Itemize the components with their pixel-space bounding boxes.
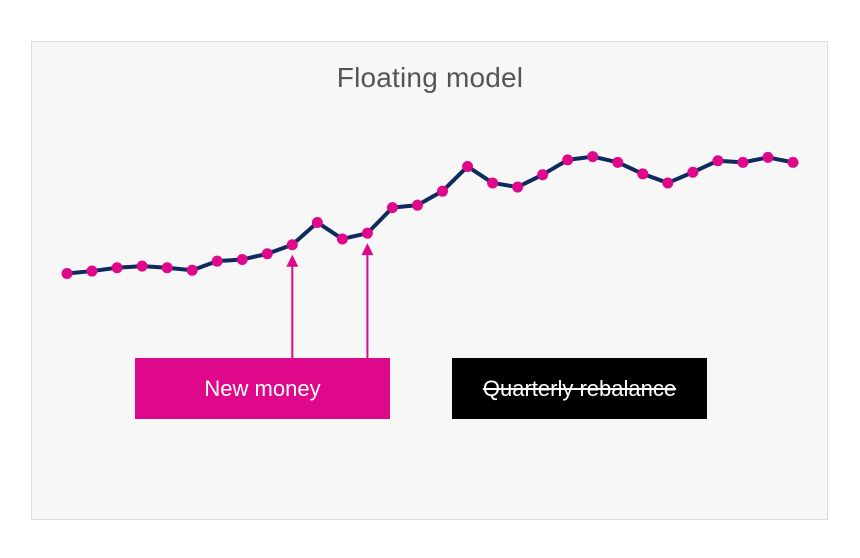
data-point <box>487 177 499 189</box>
data-point <box>186 264 198 276</box>
data-point <box>336 233 348 245</box>
chart-panel <box>31 41 828 520</box>
data-point <box>161 262 173 274</box>
annotation-arrow-head <box>286 254 299 267</box>
annotation-arrow-head <box>361 243 374 256</box>
new-money-label: New money <box>135 358 390 419</box>
data-point <box>61 268 73 280</box>
data-point <box>286 239 298 251</box>
data-point <box>462 160 474 172</box>
data-point <box>86 265 98 277</box>
data-point <box>386 202 398 214</box>
data-point <box>437 185 449 197</box>
data-point <box>587 151 599 163</box>
data-point <box>411 199 423 211</box>
new-money-label-text: New money <box>204 376 321 401</box>
data-point <box>762 151 774 163</box>
quarterly-rebalance-label: Quarterly rebalance <box>452 358 707 419</box>
annotation-arrows <box>286 243 374 358</box>
data-point <box>787 156 799 168</box>
series-line <box>66 154 794 276</box>
data-point <box>562 154 574 166</box>
data-point <box>236 254 248 266</box>
data-point <box>662 177 674 189</box>
data-point <box>687 166 699 178</box>
chart-title: Floating model <box>336 62 524 93</box>
data-point <box>261 248 273 260</box>
data-point <box>712 155 724 167</box>
data-point <box>512 181 524 193</box>
series-group <box>61 151 799 280</box>
data-point <box>111 262 123 274</box>
data-point <box>637 168 649 180</box>
data-point <box>612 156 624 168</box>
data-point <box>537 169 549 181</box>
data-point <box>361 227 373 239</box>
quarterly-rebalance-label-text: Quarterly rebalance <box>482 376 677 401</box>
data-point <box>737 156 749 168</box>
data-point <box>136 260 148 272</box>
data-point <box>211 255 223 267</box>
data-point <box>311 216 323 228</box>
